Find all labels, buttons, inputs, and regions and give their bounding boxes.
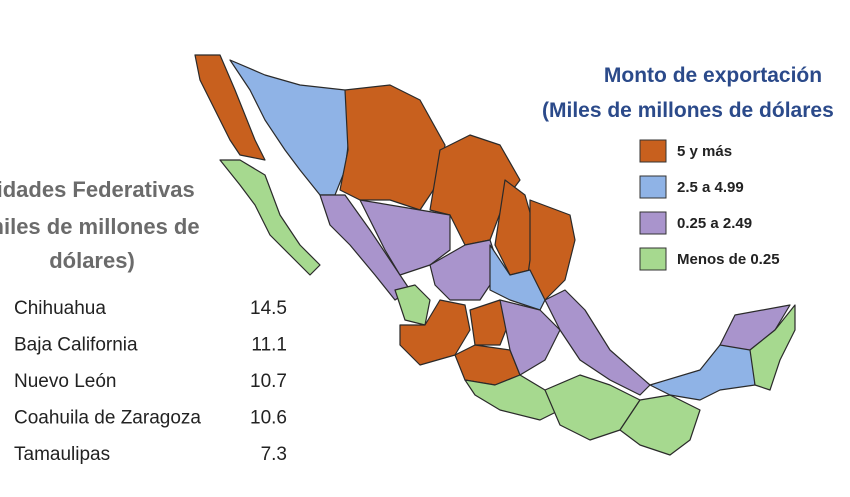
state xyxy=(469,299,511,346)
state xyxy=(339,84,446,211)
legend-swatch xyxy=(639,175,667,199)
legend-swatch xyxy=(639,139,667,163)
side-title: dólares) xyxy=(49,248,135,273)
row-value: 7.3 xyxy=(261,444,287,465)
row-name: Tamaulipas xyxy=(14,444,110,465)
state xyxy=(359,199,451,276)
row-name: Coahuila de Zaragoza xyxy=(14,408,201,429)
legend-label: Menos de 0.25 xyxy=(677,251,780,268)
state xyxy=(219,159,321,276)
side-title: miles de millones de xyxy=(0,214,200,239)
state xyxy=(524,199,576,301)
state xyxy=(499,299,561,376)
state xyxy=(749,304,796,391)
row-name: Baja California xyxy=(14,335,138,356)
legend-swatch xyxy=(639,247,667,271)
legend-label: 2.5 a 4.99 xyxy=(677,179,744,196)
legend-swatch xyxy=(639,211,667,235)
legend-title: Monto de exportación xyxy=(604,64,822,87)
state xyxy=(394,284,431,326)
state xyxy=(194,54,266,161)
row-value: 10.7 xyxy=(250,371,287,392)
row-value: 11.1 xyxy=(251,335,287,356)
map xyxy=(194,54,796,456)
row-value: 10.6 xyxy=(250,408,287,429)
legend-title: (Miles de millones de dólares xyxy=(542,99,834,122)
state xyxy=(719,304,791,351)
legend-label: 5 y más xyxy=(677,143,732,160)
state xyxy=(619,394,701,456)
state xyxy=(429,134,521,246)
state xyxy=(544,289,651,396)
row-value: 14.5 xyxy=(250,298,287,319)
row-name: Chihuahua xyxy=(14,298,106,319)
legend-label: 0.25 a 2.49 xyxy=(677,215,752,232)
row-name: Nuevo León xyxy=(14,371,116,392)
side-title: tidades Federativas xyxy=(0,177,195,202)
state xyxy=(399,299,471,366)
legend: Monto de exportación (Miles de millones d… xyxy=(542,64,834,271)
state xyxy=(489,244,546,311)
side-panel: tidades Federativas miles de millones de d… xyxy=(0,177,287,465)
